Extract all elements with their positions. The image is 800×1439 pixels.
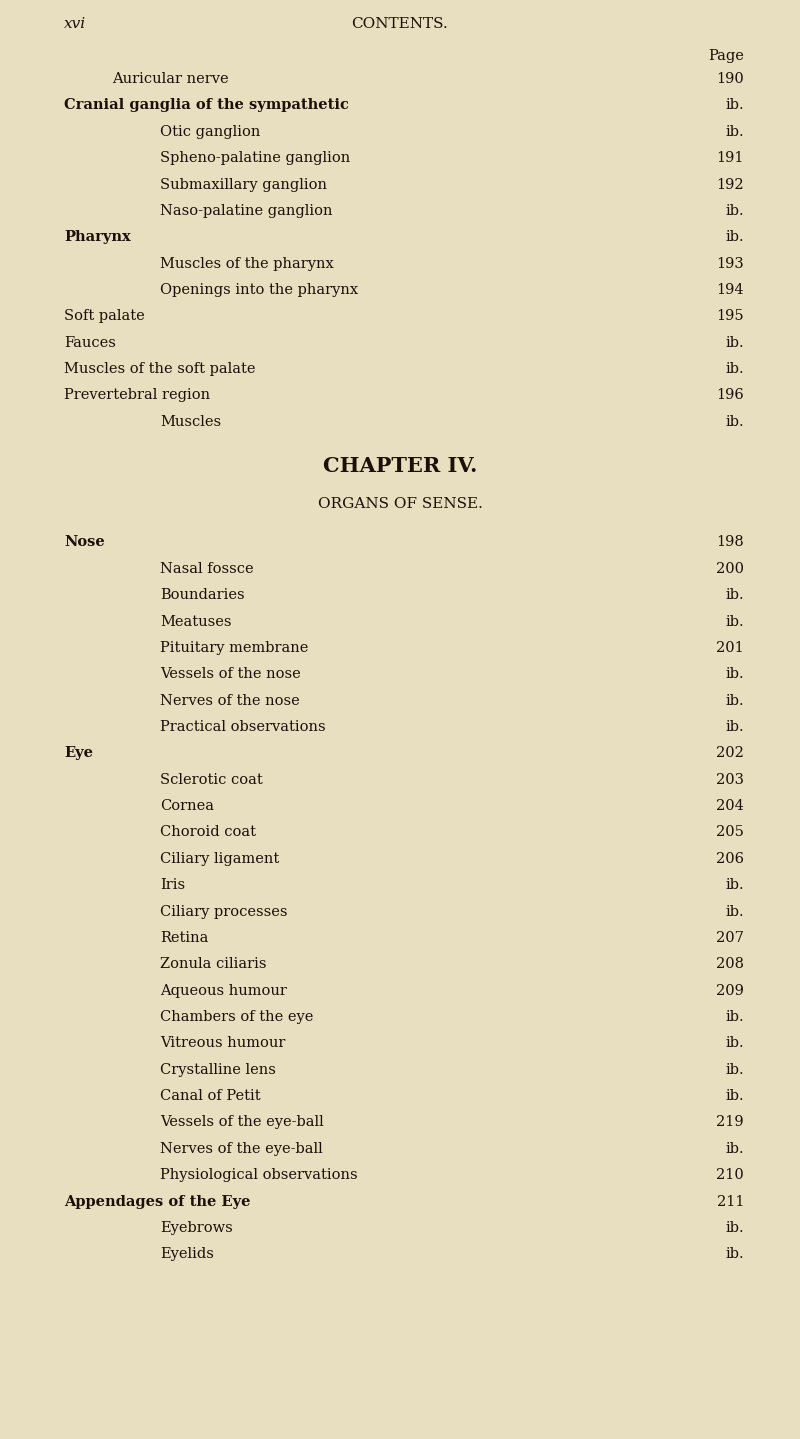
Text: ib.: ib. <box>726 1062 744 1076</box>
Text: ib.: ib. <box>726 414 744 429</box>
Text: Zonula ciliaris: Zonula ciliaris <box>160 957 266 971</box>
Text: Muscles: Muscles <box>160 414 221 429</box>
Text: Openings into the pharynx: Openings into the pharynx <box>160 283 358 296</box>
Text: 203: 203 <box>716 773 744 787</box>
Text: CHAPTER IV.: CHAPTER IV. <box>323 456 477 476</box>
Text: Nasal fossce: Nasal fossce <box>160 561 254 576</box>
Text: Fauces: Fauces <box>64 335 116 350</box>
Text: 205: 205 <box>716 826 744 839</box>
Text: Vessels of the nose: Vessels of the nose <box>160 668 301 681</box>
Text: ib.: ib. <box>726 720 744 734</box>
Text: 192: 192 <box>716 177 744 191</box>
Text: Physiological observations: Physiological observations <box>160 1168 358 1183</box>
Text: 193: 193 <box>716 256 744 271</box>
Text: 195: 195 <box>716 309 744 324</box>
Text: Canal of Petit: Canal of Petit <box>160 1089 261 1104</box>
Text: Pharynx: Pharynx <box>64 230 130 245</box>
Text: Nerves of the nose: Nerves of the nose <box>160 694 300 708</box>
Text: 198: 198 <box>716 535 744 550</box>
Text: 210: 210 <box>716 1168 744 1183</box>
Text: Prevertebral region: Prevertebral region <box>64 389 210 403</box>
Text: Eyelids: Eyelids <box>160 1248 214 1261</box>
Text: CONTENTS.: CONTENTS. <box>352 17 448 32</box>
Text: 200: 200 <box>716 561 744 576</box>
Text: ib.: ib. <box>726 694 744 708</box>
Text: Nose: Nose <box>64 535 105 550</box>
Text: Aqueous humour: Aqueous humour <box>160 984 287 997</box>
Text: Crystalline lens: Crystalline lens <box>160 1062 276 1076</box>
Text: 211: 211 <box>717 1194 744 1209</box>
Text: ib.: ib. <box>726 1248 744 1261</box>
Text: Vitreous humour: Vitreous humour <box>160 1036 286 1050</box>
Text: xvi: xvi <box>64 17 86 32</box>
Text: Nerves of the eye-ball: Nerves of the eye-ball <box>160 1141 322 1156</box>
Text: 206: 206 <box>716 852 744 866</box>
Text: Submaxillary ganglion: Submaxillary ganglion <box>160 177 327 191</box>
Text: Cornea: Cornea <box>160 799 214 813</box>
Text: Appendages of the Eye: Appendages of the Eye <box>64 1194 250 1209</box>
Text: ib.: ib. <box>726 230 744 245</box>
Text: Muscles of the soft palate: Muscles of the soft palate <box>64 363 255 376</box>
Text: 191: 191 <box>717 151 744 165</box>
Text: Eye: Eye <box>64 747 93 760</box>
Text: 194: 194 <box>716 283 744 296</box>
Text: 208: 208 <box>716 957 744 971</box>
Text: ib.: ib. <box>726 1220 744 1235</box>
Text: Otic ganglion: Otic ganglion <box>160 125 260 138</box>
Text: Ciliary processes: Ciliary processes <box>160 905 287 918</box>
Text: ib.: ib. <box>726 589 744 602</box>
Text: ib.: ib. <box>726 1089 744 1104</box>
Text: ib.: ib. <box>726 335 744 350</box>
Text: Practical observations: Practical observations <box>160 720 326 734</box>
Text: Cranial ganglia of the sympathetic: Cranial ganglia of the sympathetic <box>64 98 349 112</box>
Text: Sclerotic coat: Sclerotic coat <box>160 773 262 787</box>
Text: Retina: Retina <box>160 931 208 945</box>
Text: ib.: ib. <box>726 614 744 629</box>
Text: Meatuses: Meatuses <box>160 614 231 629</box>
Text: ib.: ib. <box>726 125 744 138</box>
Text: Iris: Iris <box>160 878 185 892</box>
Text: 204: 204 <box>716 799 744 813</box>
Text: ib.: ib. <box>726 905 744 918</box>
Text: ib.: ib. <box>726 1036 744 1050</box>
Text: ib.: ib. <box>726 98 744 112</box>
Text: ib.: ib. <box>726 1010 744 1025</box>
Text: 202: 202 <box>716 747 744 760</box>
Text: Choroid coat: Choroid coat <box>160 826 256 839</box>
Text: Auricular nerve: Auricular nerve <box>112 72 229 86</box>
Text: 190: 190 <box>716 72 744 86</box>
Text: Muscles of the pharynx: Muscles of the pharynx <box>160 256 334 271</box>
Text: 209: 209 <box>716 984 744 997</box>
Text: ib.: ib. <box>726 668 744 681</box>
Text: Pituitary membrane: Pituitary membrane <box>160 640 308 655</box>
Text: ib.: ib. <box>726 878 744 892</box>
Text: 196: 196 <box>716 389 744 403</box>
Text: Boundaries: Boundaries <box>160 589 245 602</box>
Text: ib.: ib. <box>726 363 744 376</box>
Text: Vessels of the eye-ball: Vessels of the eye-ball <box>160 1115 324 1130</box>
Text: Ciliary ligament: Ciliary ligament <box>160 852 279 866</box>
Text: Naso-palatine ganglion: Naso-palatine ganglion <box>160 204 333 217</box>
Text: Spheno-palatine ganglion: Spheno-palatine ganglion <box>160 151 350 165</box>
Text: Soft palate: Soft palate <box>64 309 145 324</box>
Text: ORGANS OF SENSE.: ORGANS OF SENSE. <box>318 496 482 511</box>
Text: Page: Page <box>708 49 744 63</box>
Text: Chambers of the eye: Chambers of the eye <box>160 1010 314 1025</box>
Text: 219: 219 <box>716 1115 744 1130</box>
Text: ib.: ib. <box>726 1141 744 1156</box>
Text: Eyebrows: Eyebrows <box>160 1220 233 1235</box>
Text: ib.: ib. <box>726 204 744 217</box>
Text: 207: 207 <box>716 931 744 945</box>
Text: 201: 201 <box>716 640 744 655</box>
